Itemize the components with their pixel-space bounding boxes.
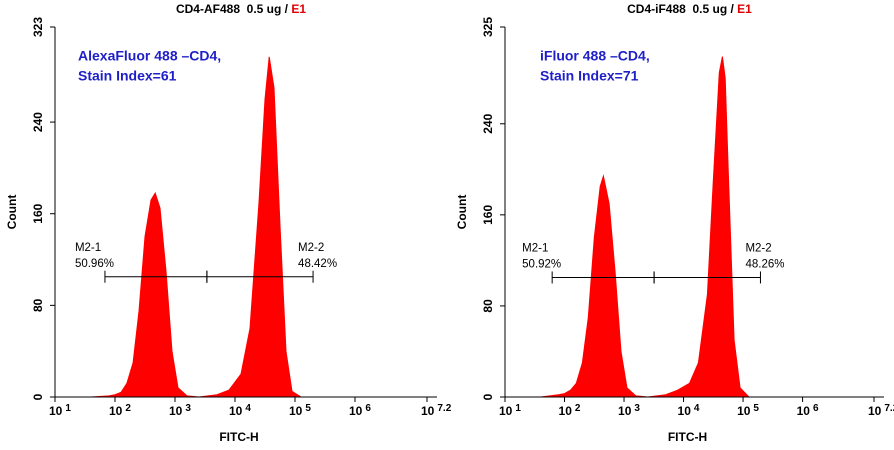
- x-tick-label: 10 2: [109, 403, 131, 419]
- tick-exp: 2: [575, 403, 581, 414]
- x-axis-label: FITC-H: [219, 430, 258, 444]
- gate-name: M2-2: [745, 242, 771, 254]
- tick-base: 10: [289, 404, 303, 418]
- histogram-area: [540, 56, 751, 398]
- tick-exp: 6: [365, 403, 371, 414]
- tick-base: 10: [618, 404, 632, 418]
- chart-title: CD4-iF488 0.5 ug / E1: [627, 2, 752, 16]
- tick-base: 10: [109, 404, 123, 418]
- chart-title: CD4-AF488 0.5 ug / E1: [176, 2, 306, 16]
- x-tick-label: 10 2: [559, 403, 581, 419]
- y-axis-label: Count: [455, 195, 469, 230]
- title-tag: E1: [291, 2, 306, 16]
- x-tick-label: 10 1: [49, 403, 71, 419]
- x-tick-label: 10 5: [737, 403, 759, 419]
- annotation: Stain Index=71: [540, 68, 639, 84]
- tick-exp: 6: [813, 403, 819, 414]
- tick-base: 10: [169, 404, 183, 418]
- annotation: iFluor 488 –CD4,: [540, 48, 650, 64]
- gate-name: M2-2: [298, 242, 324, 254]
- tick-base: 10: [349, 404, 363, 418]
- tick-exp: 7.2: [437, 403, 451, 414]
- tick-base: 10: [49, 404, 63, 418]
- x-tick-label: 10 5: [289, 403, 311, 419]
- gate-percent: 48.26%: [745, 258, 784, 270]
- title-tag: E1: [737, 2, 752, 16]
- y-tick-label: 240: [481, 113, 495, 133]
- tick-base: 10: [499, 404, 513, 418]
- histogram-area: [91, 56, 303, 398]
- tick-exp: 4: [245, 403, 251, 414]
- tick-exp: 3: [634, 403, 640, 414]
- gate-percent: 50.92%: [522, 258, 561, 270]
- tick-exp: 7.2: [884, 403, 894, 414]
- x-tick-label: 10 6: [349, 403, 371, 419]
- y-tick-label: 80: [31, 298, 45, 312]
- tick-base: 10: [421, 404, 435, 418]
- annotation: AlexaFluor 488 –CD4,: [78, 48, 221, 64]
- x-tick-label: 10 3: [618, 403, 640, 419]
- tick-exp: 2: [125, 403, 131, 414]
- y-tick-label: 160: [481, 205, 495, 225]
- y-tick-label: 240: [31, 112, 45, 132]
- title-text: CD4-AF488 0.5 ug /: [176, 2, 291, 16]
- x-tick-label: 10 4: [229, 403, 251, 419]
- y-tick-label: 325: [481, 17, 495, 37]
- y-axis-label: Count: [5, 195, 19, 230]
- tick-exp: 1: [65, 403, 71, 414]
- annotation: Stain Index=61: [78, 68, 177, 84]
- x-tick-label: 107.2: [868, 403, 894, 419]
- tick-base: 10: [737, 404, 751, 418]
- y-tick-label: 0: [481, 393, 495, 400]
- tick-base: 10: [868, 404, 882, 418]
- gate-percent: 48.42%: [298, 258, 337, 270]
- tick-exp: 3: [185, 403, 191, 414]
- x-tick-label: 10 3: [169, 403, 191, 419]
- tick-exp: 5: [305, 403, 311, 414]
- tick-exp: 1: [515, 403, 521, 414]
- tick-base: 10: [797, 404, 811, 418]
- x-tick-label: 10 4: [678, 403, 700, 419]
- gate-name: M2-1: [75, 242, 101, 254]
- y-tick-label: 160: [31, 203, 45, 223]
- gate-name: M2-1: [522, 242, 548, 254]
- y-tick-label: 323: [31, 17, 45, 37]
- x-tick-label: 10 1: [499, 403, 521, 419]
- x-tick-label: 10 6: [797, 403, 819, 419]
- tick-exp: 4: [694, 403, 700, 414]
- gate-percent: 50.96%: [75, 258, 114, 270]
- tick-exp: 5: [753, 403, 759, 414]
- y-tick-label: 0: [31, 393, 45, 400]
- tick-base: 10: [678, 404, 692, 418]
- tick-base: 10: [559, 404, 573, 418]
- y-tick-label: 80: [481, 299, 495, 313]
- x-axis-label: FITC-H: [668, 430, 707, 444]
- title-text: CD4-iF488 0.5 ug /: [627, 2, 737, 16]
- tick-base: 10: [229, 404, 243, 418]
